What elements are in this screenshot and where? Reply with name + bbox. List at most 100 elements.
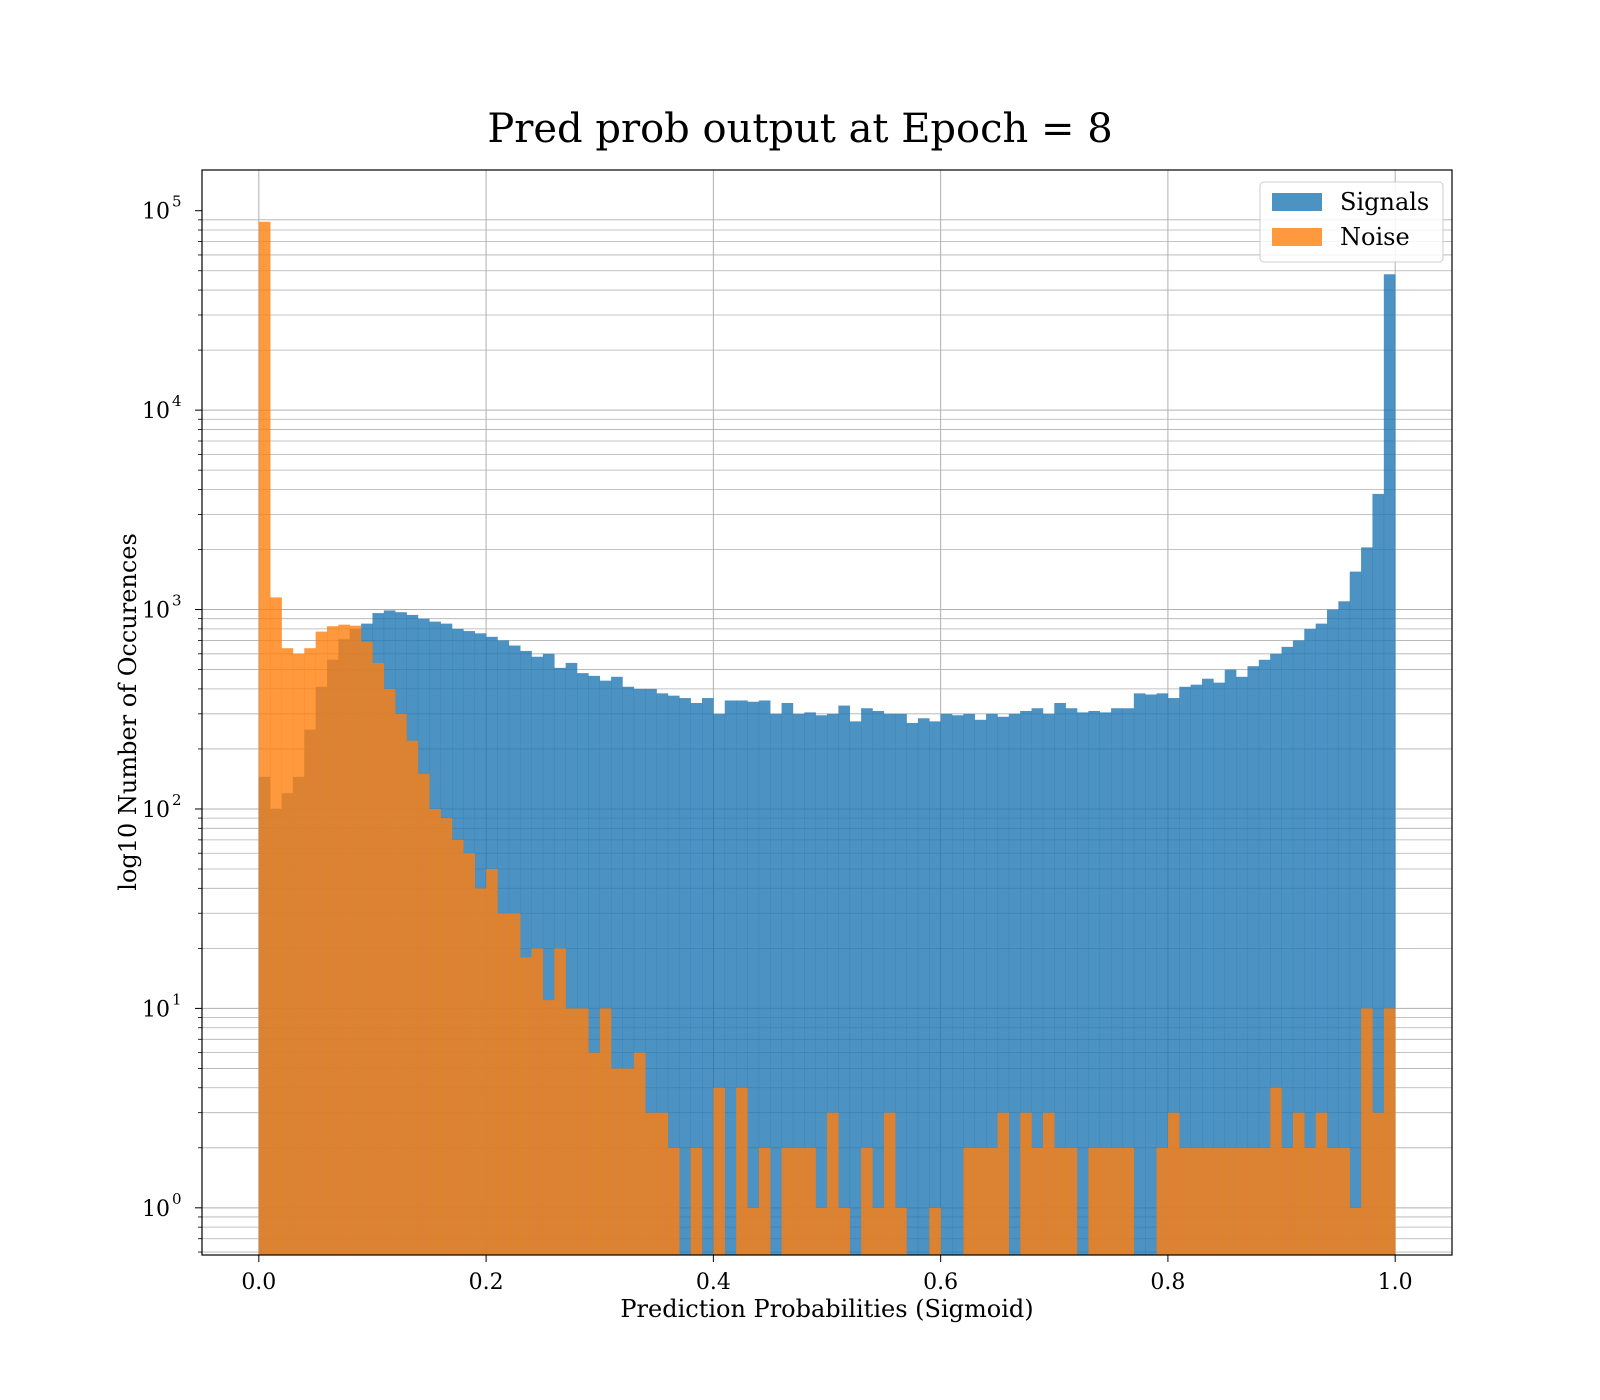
signal-bar	[1361, 547, 1373, 1255]
signal-bar	[1383, 274, 1396, 1255]
signal-bar	[1111, 708, 1123, 1255]
signal-bar	[940, 713, 953, 1255]
signal-bar	[872, 710, 885, 1255]
x-tick-label: 0.8	[1150, 1270, 1185, 1295]
signal-bar	[611, 676, 623, 1255]
signal-bar	[520, 650, 532, 1255]
signal-bar	[1236, 676, 1248, 1255]
signal-bar	[952, 715, 964, 1255]
x-tick-label: 0.6	[923, 1270, 958, 1295]
noise-bar	[736, 1087, 748, 1255]
signal-bar	[827, 713, 839, 1255]
signal-bar	[1270, 653, 1282, 1255]
noise-bar	[861, 1147, 873, 1255]
noise-bar	[452, 839, 464, 1255]
noise-bar	[565, 1008, 578, 1255]
noise-bar	[1292, 1112, 1305, 1255]
signal-bar	[1088, 710, 1101, 1255]
plot-frame	[201, 169, 1453, 1256]
signal-bar	[1190, 684, 1203, 1255]
noise-bar	[1372, 1112, 1385, 1255]
signal-bar	[679, 698, 691, 1255]
noise-bar	[542, 1000, 555, 1255]
noise-bar	[361, 641, 373, 1255]
noise-bar	[1179, 1147, 1191, 1255]
signal-bar	[1167, 698, 1180, 1255]
chart-title: Pred prob output at Epoch = 8	[487, 106, 1112, 152]
noise-bar	[281, 648, 294, 1255]
signal-bar	[838, 705, 851, 1255]
signal-bar	[542, 653, 555, 1255]
signal-bar	[1372, 493, 1385, 1255]
signal-bar	[895, 713, 907, 1255]
signal-bar	[1031, 708, 1044, 1255]
legend-label-noise: Noise	[1340, 223, 1410, 251]
y-tick-label-base: 10	[142, 200, 170, 225]
noise-bar	[633, 1052, 646, 1255]
noise-bar	[554, 948, 566, 1255]
signal-bar	[1258, 659, 1271, 1255]
y-tick-label-base: 10	[142, 599, 170, 624]
noise-bar	[1122, 1147, 1135, 1255]
signal-bar	[1156, 693, 1169, 1255]
noise-bar	[588, 1052, 601, 1255]
noise-bar	[429, 808, 441, 1255]
signal-bar	[690, 702, 703, 1255]
signal-bar	[736, 700, 748, 1255]
signal-bar	[1349, 571, 1362, 1255]
noise-bar	[463, 853, 476, 1255]
noise-bar	[1361, 1008, 1373, 1255]
y-tick-label-base: 10	[142, 798, 170, 823]
noise-bar	[838, 1207, 851, 1255]
noise-bar	[792, 1147, 805, 1255]
signal-bar	[577, 673, 589, 1255]
signal-bar	[781, 702, 794, 1255]
signal-bar	[702, 698, 714, 1255]
noise-bar	[1167, 1112, 1180, 1255]
signal-bar	[986, 713, 998, 1255]
noise-bar	[486, 869, 498, 1255]
legend-swatch-noise	[1272, 228, 1322, 246]
noise-bar	[531, 948, 544, 1255]
signal-bar	[770, 713, 782, 1255]
signal-bar	[792, 713, 805, 1255]
y-tick-label-exponent: 1	[172, 990, 182, 1008]
noise-bar	[440, 818, 453, 1255]
noise-bar	[599, 1008, 612, 1255]
signal-bar	[1179, 686, 1191, 1255]
signal-bar	[622, 686, 635, 1255]
noise-bar	[406, 740, 419, 1255]
signal-bar	[1133, 693, 1146, 1255]
signal-bar	[1247, 666, 1260, 1255]
noise-bar	[929, 1207, 941, 1255]
signal-bar	[565, 662, 578, 1255]
noise-bar	[315, 631, 328, 1255]
signal-bar	[633, 688, 646, 1255]
noise-bar	[1247, 1147, 1260, 1255]
y-tick-label-exponent: 0	[172, 1190, 182, 1208]
signal-bar	[906, 722, 919, 1255]
noise-bar	[338, 624, 351, 1255]
noise-bar	[758, 1147, 771, 1255]
noise-bar	[622, 1068, 635, 1255]
signal-bar	[599, 680, 612, 1255]
signal-bar	[861, 708, 873, 1255]
signal-bar	[667, 695, 680, 1255]
signal-bar	[1077, 712, 1089, 1255]
signal-bar	[1213, 682, 1226, 1255]
signal-bar	[1327, 609, 1339, 1255]
noise-bar	[1190, 1147, 1203, 1255]
noise-bar	[372, 662, 385, 1255]
signal-bar	[1202, 678, 1214, 1255]
noise-bar	[1338, 1147, 1351, 1255]
x-tick-label: 0.0	[241, 1270, 276, 1295]
noise-bar	[327, 626, 339, 1255]
noise-bar	[1065, 1147, 1078, 1255]
y-tick-label-base: 10	[142, 399, 170, 424]
noise-bar	[883, 1112, 896, 1255]
noise-bar	[1349, 1207, 1362, 1255]
noise-bar	[577, 1008, 589, 1255]
noise-bar	[656, 1112, 669, 1255]
noise-bar	[1020, 1112, 1032, 1255]
